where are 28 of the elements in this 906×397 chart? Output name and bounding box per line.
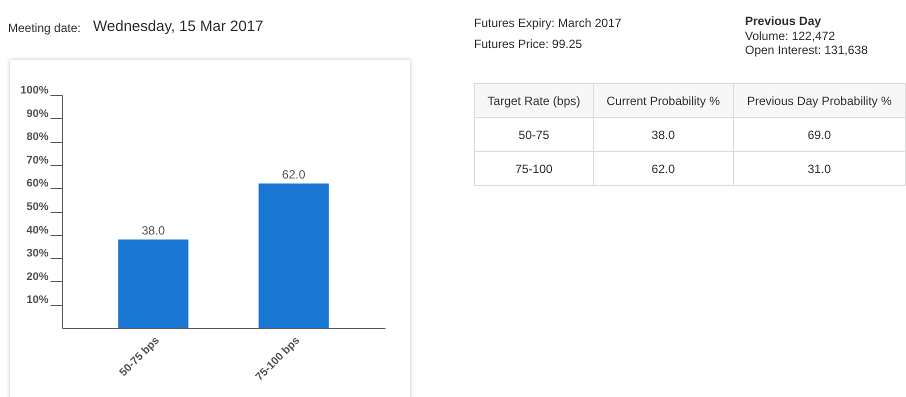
text: 50-75 <box>474 118 594 152</box>
text: Wednesday, 15 Mar 2017 <box>93 18 264 35</box>
text: Previous Day <box>745 14 822 28</box>
y-tick-label: 70% <box>26 154 49 166</box>
y-tick-label: 90% <box>26 108 49 120</box>
text: 69.0 <box>733 118 906 152</box>
text: Meeting date: <box>8 21 81 35</box>
text: 31.0 <box>733 152 906 186</box>
y-tick-label: 80% <box>26 131 49 144</box>
y-tick-label: 20% <box>26 270 49 283</box>
data-label: 62.0 <box>282 168 306 182</box>
y-tick-label: 10% <box>26 294 49 306</box>
y-tick-label: 30% <box>26 248 49 260</box>
text: Target Rate (bps) <box>474 84 594 118</box>
data-label: 38.0 <box>142 223 166 238</box>
y-tick-label: 100% <box>20 84 49 96</box>
y-tick-label: 60% <box>26 178 49 190</box>
y-tick-label: 40% <box>26 224 49 236</box>
text: Volume: 122,472 <box>745 29 836 43</box>
text: 38.0 <box>593 118 734 152</box>
text: 75-100 <box>474 152 594 186</box>
text: 62.0 <box>593 152 734 186</box>
text: Futures Expiry: March 2017 <box>474 16 622 30</box>
text: Current Probability % <box>593 84 734 118</box>
text: Open Interest: 131,638 <box>745 43 868 57</box>
y-tick-label: 50% <box>26 201 49 213</box>
text: Previous Day Probability % <box>733 84 906 118</box>
text: Futures Price: 99.25 <box>474 37 582 51</box>
